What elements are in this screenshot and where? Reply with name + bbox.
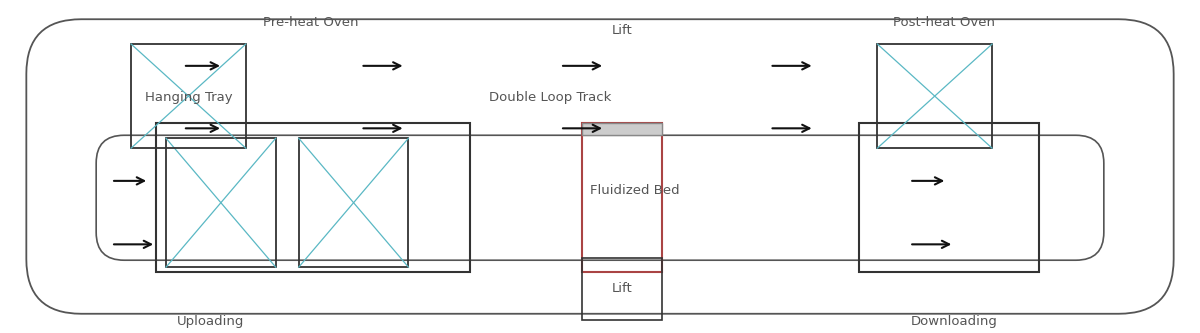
Text: Post-heat Oven: Post-heat Oven <box>893 16 995 29</box>
Bar <box>582 123 662 135</box>
Bar <box>859 123 1039 272</box>
Text: Lift: Lift <box>612 24 632 37</box>
Bar <box>877 44 992 148</box>
Bar <box>156 123 470 272</box>
Bar <box>582 123 662 272</box>
Bar <box>299 138 408 267</box>
Text: Pre-heat Oven: Pre-heat Oven <box>263 16 359 29</box>
Bar <box>166 138 276 267</box>
Bar <box>582 258 662 320</box>
Text: Double Loop Track: Double Loop Track <box>488 91 611 104</box>
Text: Fluidized Bed: Fluidized Bed <box>590 184 679 197</box>
Bar <box>131 44 246 148</box>
Text: Lift: Lift <box>612 282 632 295</box>
Bar <box>582 123 662 135</box>
Text: Uploading: Uploading <box>178 315 245 328</box>
Text: Downloading: Downloading <box>911 315 997 328</box>
Text: Hanging Tray: Hanging Tray <box>145 91 233 104</box>
